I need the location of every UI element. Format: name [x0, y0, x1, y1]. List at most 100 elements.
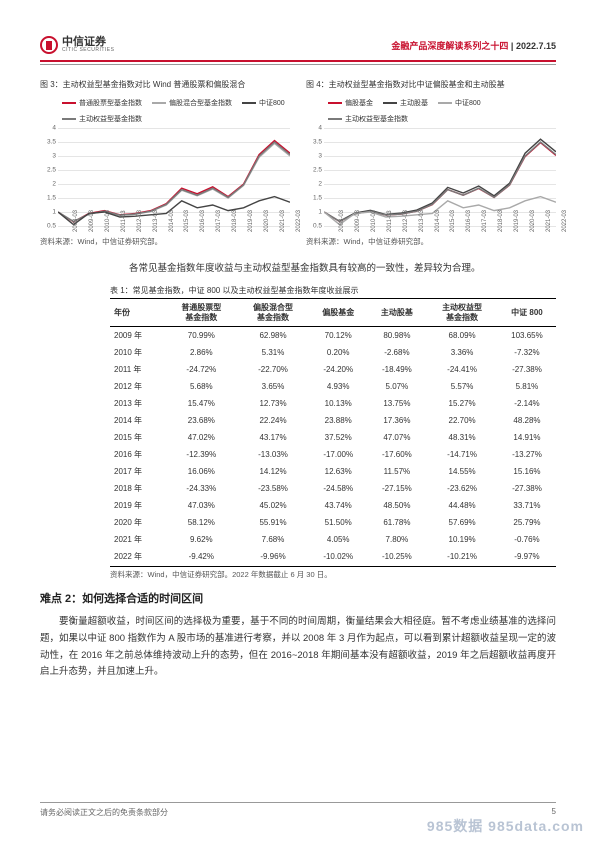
table-cell: 17.36% — [368, 412, 427, 429]
table-cell: 2020 年 — [110, 514, 165, 531]
table-cell: 48.28% — [498, 412, 556, 429]
table-cell: 2015 年 — [110, 429, 165, 446]
table-1-caption: 表 1：常见基金指数，中证 800 以及主动权益型基金指数年度收益展示 — [110, 285, 556, 296]
header-right: 金融产品深度解读系列之十四 | 2022.7.15 — [391, 39, 556, 52]
table-header-cell: 中证 800 — [498, 299, 556, 327]
table-cell: 2019 年 — [110, 497, 165, 514]
section-2-title: 难点 2：如何选择合适的时间区间 — [40, 590, 556, 606]
table-row: 2021 年9.62%7.68%4.05%7.80%10.19%-0.76% — [110, 531, 556, 548]
y-tick-label: 0.5 — [306, 223, 322, 230]
legend-swatch-icon — [152, 102, 166, 104]
table-cell: 48.50% — [368, 497, 427, 514]
legend-label: 普通股票型基金指数 — [79, 98, 142, 108]
table-row: 2011 年-24.72%-22.70%-24.20%-18.49%-24.41… — [110, 361, 556, 378]
y-tick-label: 1 — [306, 209, 322, 216]
table-cell: -9.96% — [237, 548, 309, 567]
x-tick-label: 2022-03 — [282, 221, 306, 228]
table-cell: -24.58% — [309, 480, 368, 497]
table-cell: -2.68% — [368, 344, 427, 361]
table-cell: 62.98% — [237, 327, 309, 345]
y-tick-label: 1.5 — [40, 195, 56, 202]
table-cell: 37.52% — [309, 429, 368, 446]
table-header-cell: 主动权益型基金指数 — [426, 299, 498, 327]
table-cell: 2018 年 — [110, 480, 165, 497]
table-cell: 14.55% — [426, 463, 498, 480]
y-tick-label: 4 — [40, 125, 56, 132]
table-cell: 58.12% — [165, 514, 237, 531]
chart-4-title: 图 4：主动权益型基金指数对比中证偏股基金和主动股基 — [306, 79, 556, 90]
table-cell: 2012 年 — [110, 378, 165, 395]
table-cell: 70.12% — [309, 327, 368, 345]
table-cell: -13.03% — [237, 446, 309, 463]
y-tick-label: 2.5 — [306, 167, 322, 174]
chart-4-legend: 偏股基金主动股基中证800主动权益型基金指数 — [324, 98, 556, 124]
table-cell: 5.81% — [498, 378, 556, 395]
table-cell: -24.20% — [309, 361, 368, 378]
table-cell: 70.99% — [165, 327, 237, 345]
table-cell: 11.57% — [368, 463, 427, 480]
table-cell: 5.31% — [237, 344, 309, 361]
table-cell: 2016 年 — [110, 446, 165, 463]
section-2-paragraph: 要衡量超额收益，时间区间的选择极为重要，基于不同的时间周期，衡量结果会大相径庭。… — [40, 614, 556, 681]
table-cell: 12.63% — [309, 463, 368, 480]
table-row: 2015 年47.02%43.17%37.52%47.07%48.31%14.9… — [110, 429, 556, 446]
legend-swatch-icon — [383, 102, 397, 104]
legend-swatch-icon — [62, 102, 76, 104]
legend-item: 偏股基金 — [328, 98, 373, 108]
chart-4: 图 4：主动权益型基金指数对比中证偏股基金和主动股基 偏股基金主动股基中证800… — [306, 79, 556, 247]
table-cell: -22.70% — [237, 361, 309, 378]
table-cell: 61.78% — [368, 514, 427, 531]
table-cell: 44.48% — [426, 497, 498, 514]
y-tick-label: 2 — [40, 181, 56, 188]
table-row: 2009 年70.99%62.98%70.12%80.98%68.09%103.… — [110, 327, 556, 345]
legend-label: 主动权益型基金指数 — [345, 114, 408, 124]
table-row: 2020 年58.12%55.91%51.50%61.78%57.69%25.7… — [110, 514, 556, 531]
table-row: 2018 年-24.33%-23.58%-24.58%-27.15%-23.62… — [110, 480, 556, 497]
y-tick-label: 2 — [306, 181, 322, 188]
table-cell: 68.09% — [426, 327, 498, 345]
y-tick-label: 1 — [40, 209, 56, 216]
header-rule-red — [40, 60, 556, 62]
table-cell: 7.80% — [368, 531, 427, 548]
table-cell: 2021 年 — [110, 531, 165, 548]
y-tick-label: 0.5 — [40, 223, 56, 230]
table-cell: 22.70% — [426, 412, 498, 429]
table-cell: 2010 年 — [110, 344, 165, 361]
table-cell: 23.68% — [165, 412, 237, 429]
y-tick-label: 2.5 — [40, 167, 56, 174]
table-cell: 2022 年 — [110, 548, 165, 567]
table-row: 2022 年-9.42%-9.96%-10.02%-10.25%-10.21%-… — [110, 548, 556, 567]
legend-swatch-icon — [328, 118, 342, 120]
table-cell: 16.06% — [165, 463, 237, 480]
legend-label: 主动股基 — [400, 98, 428, 108]
table-cell: -2.14% — [498, 395, 556, 412]
table-cell: 15.47% — [165, 395, 237, 412]
table-cell: 15.16% — [498, 463, 556, 480]
chart-3-legend: 普通股票型基金指数偏股混合型基金指数中证800主动权益型基金指数 — [58, 98, 290, 124]
table-cell: -14.71% — [426, 446, 498, 463]
table-1-source: 资料来源：Wind，中信证券研究部。2022 年数据截止 6 月 30 日。 — [110, 569, 556, 580]
table-row: 2014 年23.68%22.24%23.88%17.36%22.70%48.2… — [110, 412, 556, 429]
legend-label: 中证800 — [259, 98, 285, 108]
table-cell: 47.02% — [165, 429, 237, 446]
chart-3-title: 图 3：主动权益型基金指数对比 Wind 普通股票和偏股混合 — [40, 79, 290, 90]
table-cell: -10.02% — [309, 548, 368, 567]
report-date: 2022.7.15 — [516, 41, 556, 51]
table-cell: 43.74% — [309, 497, 368, 514]
legend-item: 主动权益型基金指数 — [328, 114, 408, 124]
table-cell: 2014 年 — [110, 412, 165, 429]
table-cell: 45.02% — [237, 497, 309, 514]
table-cell: 10.19% — [426, 531, 498, 548]
table-cell: 47.07% — [368, 429, 427, 446]
table-cell: -17.00% — [309, 446, 368, 463]
legend-label: 主动权益型基金指数 — [79, 114, 142, 124]
table-cell: 51.50% — [309, 514, 368, 531]
table-header-cell: 主动股基 — [368, 299, 427, 327]
y-tick-label: 4 — [306, 125, 322, 132]
table-cell: 10.13% — [309, 395, 368, 412]
table-cell: 2.86% — [165, 344, 237, 361]
watermark: 985数据 985data.com — [427, 816, 584, 836]
table-cell: 3.65% — [237, 378, 309, 395]
table-row: 2010 年2.86%5.31%0.20%-2.68%3.36%-7.32% — [110, 344, 556, 361]
table-cell: 5.68% — [165, 378, 237, 395]
